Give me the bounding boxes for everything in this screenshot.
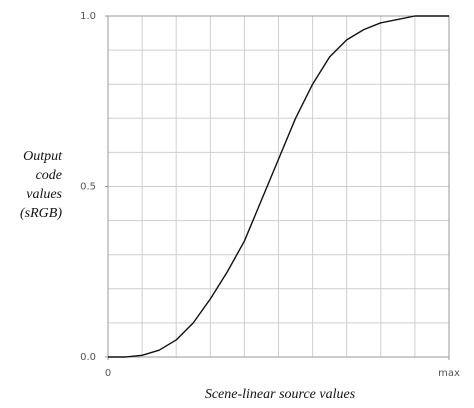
y-axis-label: Output [23, 149, 63, 164]
x-axis-label: Scene-linear source values [205, 387, 356, 402]
y-tick-label: 1.0 [80, 11, 96, 22]
x-tick-label: max [438, 368, 460, 379]
y-tick-label: 0.0 [80, 352, 96, 363]
y-axis-label: (sRGB) [20, 206, 62, 221]
x-tick-label: 0 [105, 368, 111, 379]
y-tick-label: 0.5 [80, 182, 96, 193]
y-axis-label: values [26, 187, 62, 202]
curve [108, 15, 449, 358]
y-axis-label: code [36, 168, 62, 183]
